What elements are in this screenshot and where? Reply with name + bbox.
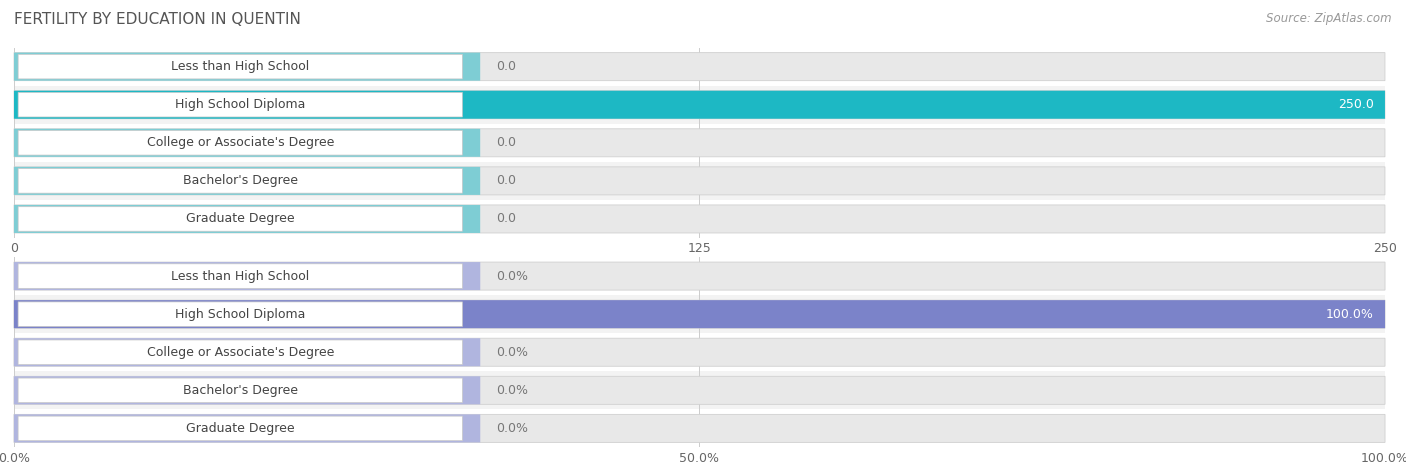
FancyBboxPatch shape bbox=[14, 377, 481, 404]
Text: Less than High School: Less than High School bbox=[172, 269, 309, 283]
Text: 0.0: 0.0 bbox=[496, 136, 516, 149]
Text: Source: ZipAtlas.com: Source: ZipAtlas.com bbox=[1267, 12, 1392, 25]
FancyBboxPatch shape bbox=[14, 53, 481, 80]
FancyBboxPatch shape bbox=[18, 302, 463, 327]
Text: 0.0%: 0.0% bbox=[496, 422, 529, 435]
FancyBboxPatch shape bbox=[14, 91, 1385, 119]
FancyBboxPatch shape bbox=[14, 129, 1385, 157]
FancyBboxPatch shape bbox=[18, 130, 463, 155]
Text: 100.0%: 100.0% bbox=[1326, 307, 1374, 321]
FancyBboxPatch shape bbox=[14, 205, 1385, 233]
Bar bbox=[14, 409, 1385, 447]
Text: High School Diploma: High School Diploma bbox=[176, 307, 305, 321]
Text: 0.0: 0.0 bbox=[496, 212, 516, 226]
Text: FERTILITY BY EDUCATION IN QUENTIN: FERTILITY BY EDUCATION IN QUENTIN bbox=[14, 12, 301, 27]
FancyBboxPatch shape bbox=[18, 378, 463, 403]
Bar bbox=[14, 162, 1385, 200]
Text: 0.0%: 0.0% bbox=[496, 346, 529, 359]
FancyBboxPatch shape bbox=[18, 54, 463, 79]
Bar bbox=[14, 86, 1385, 124]
FancyBboxPatch shape bbox=[18, 169, 463, 193]
FancyBboxPatch shape bbox=[14, 415, 481, 442]
Bar bbox=[14, 257, 1385, 295]
FancyBboxPatch shape bbox=[14, 129, 481, 157]
Bar bbox=[14, 333, 1385, 371]
Bar bbox=[14, 295, 1385, 333]
Text: 250.0: 250.0 bbox=[1339, 98, 1374, 111]
Text: 0.0%: 0.0% bbox=[496, 384, 529, 397]
Text: Less than High School: Less than High School bbox=[172, 60, 309, 73]
FancyBboxPatch shape bbox=[14, 338, 1385, 366]
FancyBboxPatch shape bbox=[18, 92, 463, 117]
FancyBboxPatch shape bbox=[18, 207, 463, 231]
Bar bbox=[14, 48, 1385, 86]
Text: High School Diploma: High School Diploma bbox=[176, 98, 305, 111]
Text: College or Associate's Degree: College or Associate's Degree bbox=[146, 136, 335, 149]
Text: 0.0: 0.0 bbox=[496, 174, 516, 188]
Text: Bachelor's Degree: Bachelor's Degree bbox=[183, 174, 298, 188]
FancyBboxPatch shape bbox=[14, 300, 1385, 328]
Text: 0.0: 0.0 bbox=[496, 60, 516, 73]
Text: Graduate Degree: Graduate Degree bbox=[186, 212, 295, 226]
FancyBboxPatch shape bbox=[14, 53, 1385, 80]
FancyBboxPatch shape bbox=[18, 340, 463, 365]
Bar bbox=[14, 124, 1385, 162]
Text: College or Associate's Degree: College or Associate's Degree bbox=[146, 346, 335, 359]
Text: 0.0%: 0.0% bbox=[496, 269, 529, 283]
FancyBboxPatch shape bbox=[14, 167, 481, 195]
FancyBboxPatch shape bbox=[14, 262, 1385, 290]
FancyBboxPatch shape bbox=[14, 262, 481, 290]
FancyBboxPatch shape bbox=[14, 205, 481, 233]
Bar bbox=[14, 200, 1385, 238]
Text: Bachelor's Degree: Bachelor's Degree bbox=[183, 384, 298, 397]
FancyBboxPatch shape bbox=[14, 91, 1385, 119]
FancyBboxPatch shape bbox=[14, 377, 1385, 404]
FancyBboxPatch shape bbox=[18, 416, 463, 441]
Text: Graduate Degree: Graduate Degree bbox=[186, 422, 295, 435]
Bar bbox=[14, 371, 1385, 409]
FancyBboxPatch shape bbox=[14, 300, 1385, 328]
FancyBboxPatch shape bbox=[14, 167, 1385, 195]
FancyBboxPatch shape bbox=[14, 338, 481, 366]
FancyBboxPatch shape bbox=[18, 264, 463, 288]
FancyBboxPatch shape bbox=[14, 415, 1385, 442]
